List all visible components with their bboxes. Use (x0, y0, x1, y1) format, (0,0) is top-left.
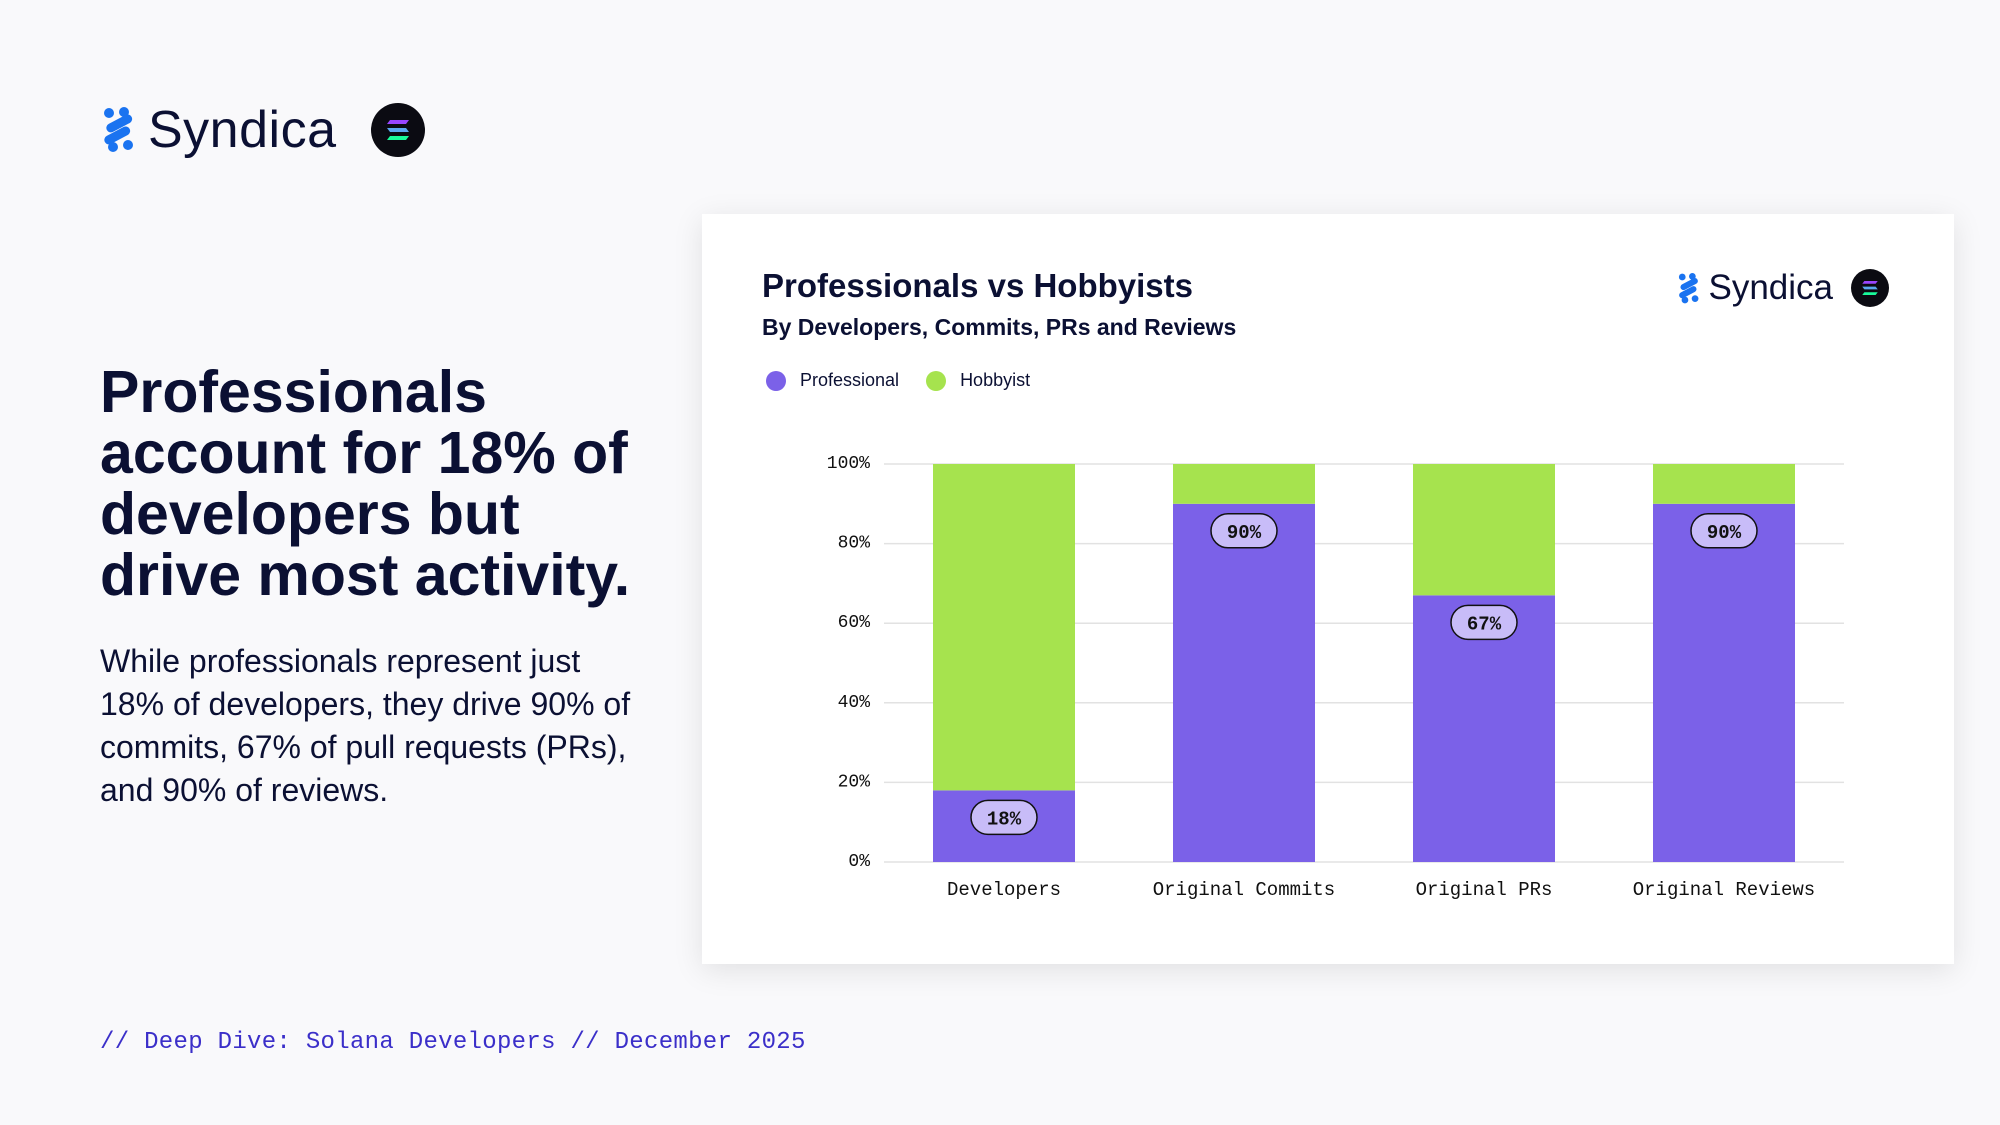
summary-text: While professionals represent just 18% o… (100, 643, 631, 808)
data-label-pill (970, 799, 1038, 836)
bar-professional (1653, 503, 1795, 862)
y-tick-label: 0% (848, 852, 870, 872)
bar-chart: 0% 20% 40% 60% 80% 100% Developers 18% Original … (827, 454, 1844, 901)
data-label: 67% (1467, 613, 1502, 635)
bar-professional (1173, 503, 1315, 862)
brand-wordmark: Syndica (148, 101, 337, 159)
x-category-label: Original Reviews (1633, 879, 1815, 901)
data-label: 90% (1227, 522, 1262, 544)
chart-legend: Professional Hobbyist (766, 370, 1057, 391)
bar-hobbyist (1653, 464, 1795, 504)
solana-badge-icon (1851, 269, 1889, 307)
y-tick-label: 80% (838, 534, 871, 554)
data-label-pill (1210, 513, 1278, 549)
page-headline: Professionals account for 18% of develop… (100, 359, 631, 608)
y-tick-label: 20% (838, 772, 871, 792)
solana-badge-icon (370, 103, 425, 157)
bar-hobbyist (933, 464, 1075, 791)
data-label-pill (1690, 513, 1758, 549)
y-tick-label: 100% (827, 454, 870, 474)
x-category-label: Developers (947, 879, 1061, 901)
legend-item-hobbyist: Hobbyist (926, 370, 1030, 391)
bar-hobbyist (1413, 464, 1555, 596)
legend-swatch-professional (766, 370, 786, 391)
syndica-logo-icon (1679, 272, 1699, 303)
x-category-label: Original Commits (1153, 879, 1335, 901)
legend-label-professional: Professional (800, 370, 900, 390)
legend-swatch-hobbyist (926, 370, 947, 391)
chart-subtitle: By Developers, Commits, PRs and Reviews (762, 314, 1237, 340)
chart-card: Professionals vs Hobbyists By Developers… (702, 214, 1954, 964)
y-tick-label: 40% (838, 693, 871, 713)
bar-hobbyist (1173, 464, 1315, 504)
header-logo: Syndica (100, 100, 425, 160)
legend-item-professional: Professional (766, 370, 899, 391)
data-label-pill (1450, 604, 1518, 641)
card-brand-wordmark: Syndica (1708, 268, 1833, 307)
chart-title: Professionals vs Hobbyists (762, 267, 1193, 304)
data-label: 90% (1707, 522, 1742, 544)
card-logo: Syndica (1676, 268, 1889, 308)
footer-caption: // Deep Dive: Solana Developers // Decem… (100, 1029, 806, 1056)
data-label: 18% (987, 808, 1022, 830)
legend-label-hobbyist: Hobbyist (960, 370, 1031, 390)
syndica-logo-icon (104, 107, 133, 152)
y-tick-label: 60% (838, 613, 871, 633)
x-category-label: Original PRs (1416, 879, 1553, 901)
